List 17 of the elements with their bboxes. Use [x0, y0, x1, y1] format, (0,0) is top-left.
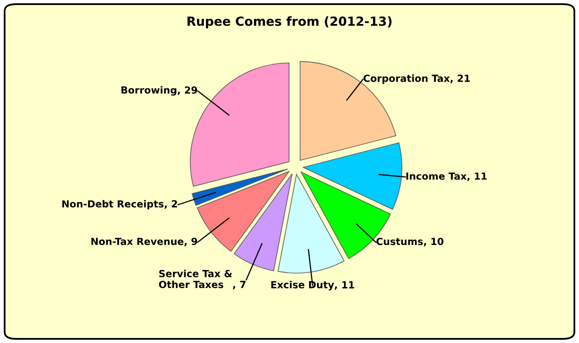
data-label: , 11: [334, 281, 354, 290]
chart-title: Rupee Comes from (2012-13): [188, 16, 392, 28]
slice-label: Income Tax: [406, 172, 467, 180]
data-label: , 7: [232, 280, 246, 290]
data-label: , 9: [184, 238, 198, 246]
slice-label: Non-Tax Revenue: [91, 238, 184, 246]
slice-label: Excise Duty: [271, 280, 334, 290]
data-label: , 2: [164, 200, 178, 209]
slice-label: Corporation Tax: [364, 74, 450, 84]
data-label: , 29: [178, 86, 198, 95]
data-label: , 10: [424, 238, 444, 246]
slice-label: Borrowing: [121, 86, 176, 96]
slice-label: Non-Debt Receipts: [62, 200, 164, 210]
data-label: , 11: [467, 172, 487, 182]
slice-label: Custums: [376, 238, 423, 246]
slice-label: Service Tax & Other Taxes: [159, 270, 232, 288]
data-label: , 21: [450, 74, 470, 84]
